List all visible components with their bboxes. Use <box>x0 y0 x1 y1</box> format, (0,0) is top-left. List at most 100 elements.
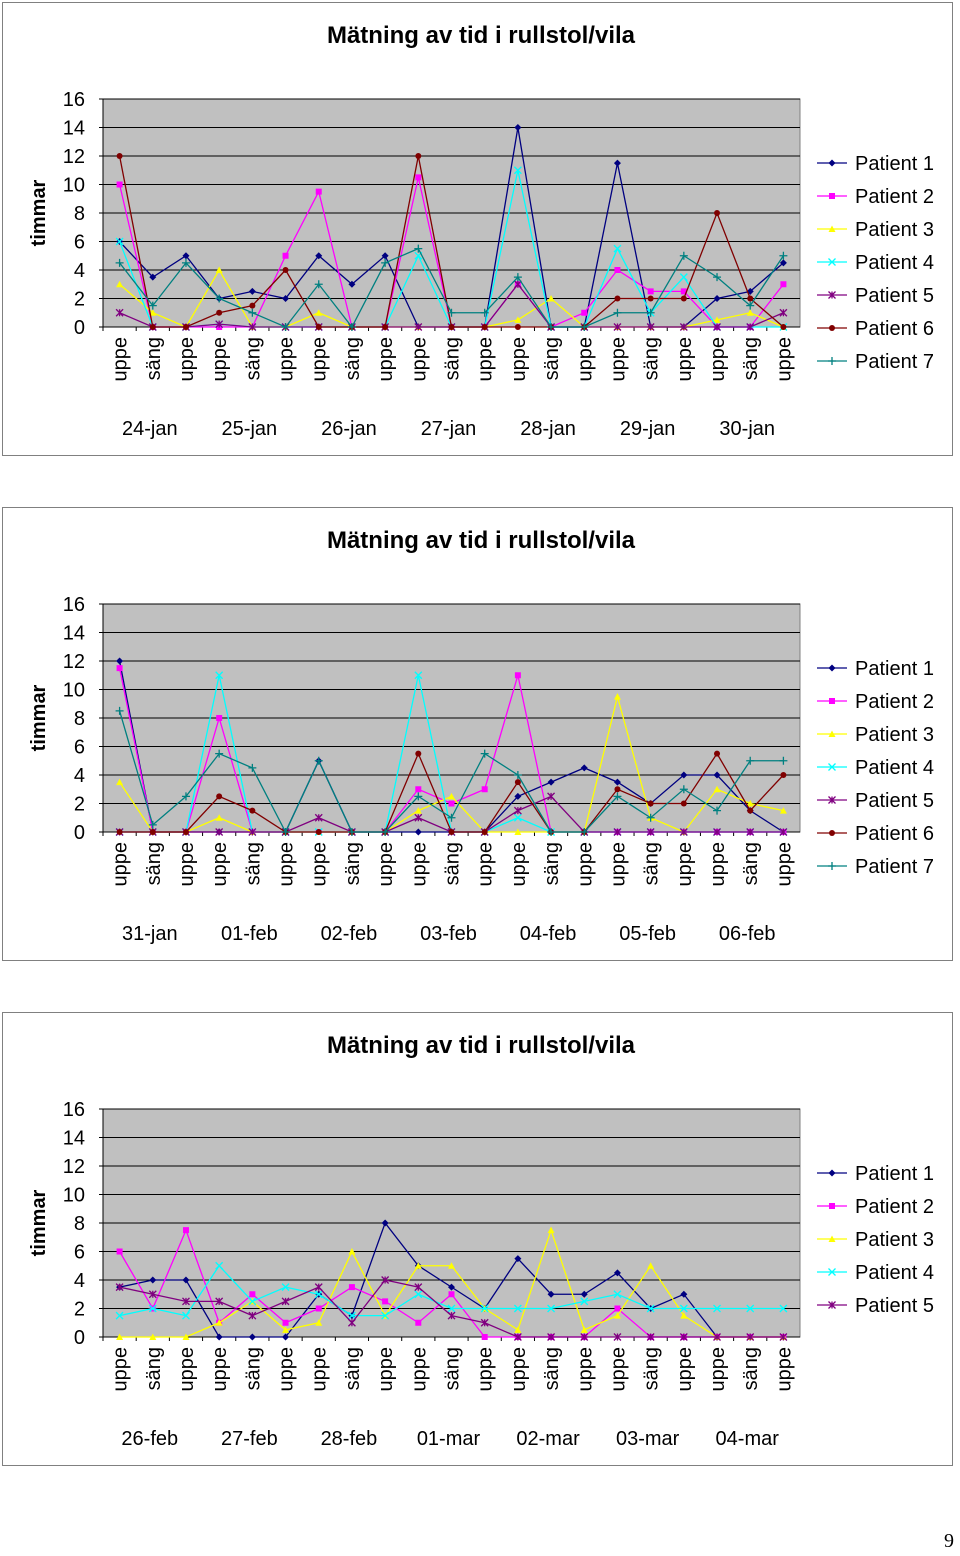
data-point <box>314 813 323 822</box>
data-point <box>182 829 189 835</box>
x-tick-label: uppe <box>607 1347 629 1392</box>
x-group-label: 04-feb <box>520 923 577 945</box>
legend-label: Patient 4 <box>855 757 934 779</box>
x-group-label: 26-jan <box>321 418 377 440</box>
data-point <box>547 828 556 836</box>
data-point <box>780 281 787 288</box>
data-point <box>314 280 323 289</box>
data-point <box>647 1262 655 1269</box>
data-point <box>414 807 422 814</box>
data-point <box>414 1262 422 1269</box>
data-point <box>746 828 755 836</box>
data-point <box>315 252 323 260</box>
data-point <box>747 295 754 302</box>
data-point <box>746 309 754 316</box>
data-point <box>513 166 522 175</box>
data-point <box>415 750 422 757</box>
data-point <box>248 287 256 295</box>
data-point <box>447 1311 456 1320</box>
data-point <box>779 756 788 765</box>
data-point <box>779 1333 788 1341</box>
data-point <box>249 807 256 814</box>
data-point <box>613 778 621 786</box>
data-point <box>646 308 655 317</box>
data-point <box>381 1311 390 1320</box>
data-point <box>746 1304 755 1313</box>
x-group-label: 30-jan <box>719 418 775 440</box>
data-point <box>348 280 356 288</box>
data-point <box>215 266 223 273</box>
data-point <box>647 295 654 302</box>
x-tick-label: säng <box>342 337 364 380</box>
x-tick-label: uppe <box>209 1347 231 1392</box>
x-group-label: 24-jan <box>122 418 178 440</box>
x-group-label: 03-mar <box>616 1428 680 1450</box>
legend-marker <box>828 291 836 299</box>
data-point <box>215 1297 224 1306</box>
data-point <box>281 1283 290 1292</box>
data-point <box>347 1311 356 1320</box>
data-point <box>415 1319 422 1326</box>
data-point <box>580 1290 588 1298</box>
data-point <box>215 749 224 758</box>
y-tick-label: 6 <box>74 1242 85 1264</box>
y-tick-label: 16 <box>63 594 85 616</box>
chart-panel-2: Mätning av tid i rullstol/vila timmar 0 2 4 6… <box>2 507 953 961</box>
data-point <box>149 829 156 835</box>
legend-label: Patient 6 <box>855 318 934 340</box>
x-group-label: 06-feb <box>719 923 776 945</box>
x-tick-label: uppe <box>408 337 430 382</box>
data-point <box>514 1326 522 1333</box>
data-point <box>215 320 224 329</box>
data-point <box>779 251 788 260</box>
chart-svg-1: Mätning av tid i rullstol/vila timmar 0 2 4 6… <box>28 22 934 440</box>
data-point <box>347 828 356 836</box>
y-tick-label: 0 <box>74 1327 85 1349</box>
data-point <box>779 807 787 814</box>
x-group-label: 01-feb <box>221 923 278 945</box>
data-point <box>547 1333 556 1341</box>
data-point <box>614 1305 621 1312</box>
x-tick-label: uppe <box>574 842 596 887</box>
data-point <box>382 1298 389 1305</box>
data-point <box>547 778 555 786</box>
x-tick-label: uppe <box>375 842 397 887</box>
x-tick-label: uppe <box>773 1347 795 1392</box>
x-tick-label: uppe <box>508 1347 530 1392</box>
data-point <box>182 1276 190 1284</box>
y-axis-label: timmar <box>28 684 50 751</box>
data-point <box>613 1290 622 1299</box>
x-group-label: 29-jan <box>620 418 676 440</box>
data-point <box>215 1333 223 1341</box>
x-tick-label: säng <box>641 842 663 885</box>
data-point <box>149 273 157 281</box>
legend-marker <box>829 325 835 331</box>
data-point <box>414 813 423 822</box>
x-group-label: 27-feb <box>221 1428 278 1450</box>
data-point <box>481 324 488 330</box>
legend-marker <box>828 862 836 870</box>
y-tick-label: 12 <box>63 146 85 168</box>
data-point <box>248 763 257 772</box>
x-group-label: 04-mar <box>716 1428 780 1450</box>
x-tick-label: säng <box>143 337 165 380</box>
data-point <box>679 785 688 794</box>
y-tick-label: 14 <box>63 623 85 645</box>
data-point <box>414 792 423 801</box>
x-tick-label: uppe <box>110 1347 132 1392</box>
data-point <box>415 786 422 793</box>
data-point <box>282 295 290 302</box>
data-point <box>746 756 755 765</box>
x-tick-label: uppe <box>209 337 231 382</box>
x-tick-label: uppe <box>773 337 795 382</box>
legend-marker <box>829 193 835 199</box>
data-point <box>747 807 754 814</box>
data-point <box>779 828 788 836</box>
data-point <box>116 657 124 665</box>
data-point <box>347 323 356 331</box>
data-point <box>513 280 522 289</box>
data-point <box>348 1284 355 1291</box>
data-point <box>779 308 788 317</box>
data-point <box>746 800 754 807</box>
data-point <box>116 829 123 835</box>
